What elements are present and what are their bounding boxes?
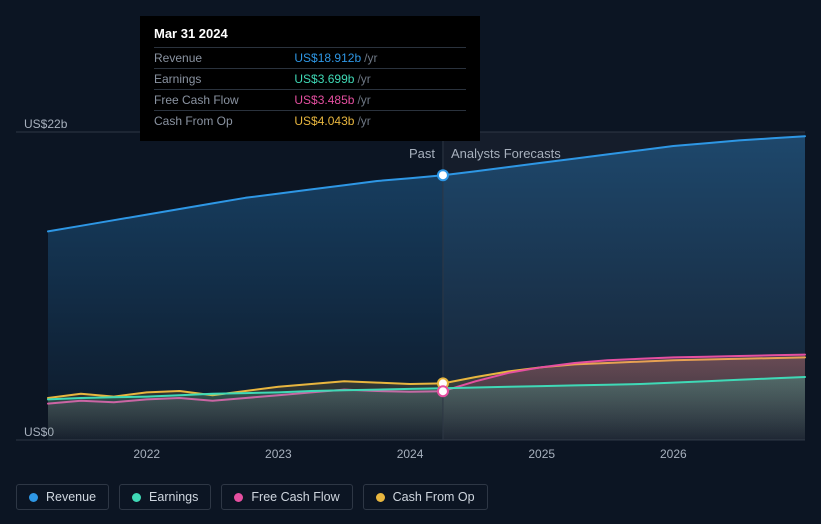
x-tick-label: 2025 xyxy=(528,447,555,461)
legend-dot-icon xyxy=(234,493,243,502)
tooltip-row: Free Cash FlowUS$3.485b/yr xyxy=(154,90,466,111)
chart-tooltip: Mar 31 2024 RevenueUS$18.912b/yrEarnings… xyxy=(140,16,480,141)
legend-item-earnings[interactable]: Earnings xyxy=(119,484,211,510)
legend-item-revenue[interactable]: Revenue xyxy=(16,484,109,510)
legend-dot-icon xyxy=(132,493,141,502)
split-label-forecast: Analysts Forecasts xyxy=(451,146,561,161)
tooltip-row-value: US$4.043b/yr xyxy=(294,111,466,132)
legend-item-cfo[interactable]: Cash From Op xyxy=(363,484,488,510)
financials-chart: US$0US$22bPastAnalysts Forecasts20222023… xyxy=(0,0,821,524)
tooltip-row-value: US$3.485b/yr xyxy=(294,90,466,111)
legend-item-label: Earnings xyxy=(149,490,198,504)
tooltip-row: EarningsUS$3.699b/yr xyxy=(154,69,466,90)
chart-legend: Revenue Earnings Free Cash Flow Cash From O… xyxy=(16,484,488,510)
tooltip-row-label: Earnings xyxy=(154,69,294,90)
x-tick-label: 2026 xyxy=(660,447,687,461)
legend-item-label: Cash From Op xyxy=(393,490,475,504)
tooltip-row-label: Free Cash Flow xyxy=(154,90,294,111)
tooltip-table: RevenueUS$18.912b/yrEarningsUS$3.699b/yr… xyxy=(154,47,466,131)
legend-dot-icon xyxy=(29,493,38,502)
tooltip-row-value: US$18.912b/yr xyxy=(294,48,466,69)
x-tick-label: 2023 xyxy=(265,447,292,461)
tooltip-row-value: US$3.699b/yr xyxy=(294,69,466,90)
x-tick-label: 2024 xyxy=(397,447,424,461)
tooltip-row-label: Cash From Op xyxy=(154,111,294,132)
x-tick-label: 2022 xyxy=(133,447,160,461)
split-label-past: Past xyxy=(409,146,435,161)
marker-dot-fcf xyxy=(438,386,448,396)
tooltip-row: RevenueUS$18.912b/yr xyxy=(154,48,466,69)
legend-item-label: Revenue xyxy=(46,490,96,504)
legend-item-fcf[interactable]: Free Cash Flow xyxy=(221,484,352,510)
marker-dot-revenue xyxy=(438,170,448,180)
tooltip-title: Mar 31 2024 xyxy=(154,26,466,41)
tooltip-row-label: Revenue xyxy=(154,48,294,69)
legend-dot-icon xyxy=(376,493,385,502)
tooltip-row: Cash From OpUS$4.043b/yr xyxy=(154,111,466,132)
legend-item-label: Free Cash Flow xyxy=(251,490,339,504)
y-tick-label: US$22b xyxy=(24,117,68,131)
